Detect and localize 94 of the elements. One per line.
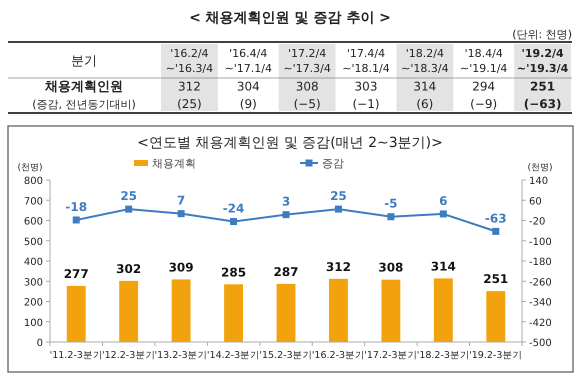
y-tick-label: 700 [24, 196, 43, 208]
y-tick-label: 800 [24, 176, 43, 187]
y2-tick-label: 140 [529, 176, 548, 187]
x-tick-label: '17.2-3분기 [364, 350, 418, 361]
data-label: -24 [222, 202, 244, 216]
y-axis-title: (천명) [17, 163, 43, 173]
bar [224, 284, 243, 342]
y-tick-label: 600 [24, 216, 43, 228]
point [125, 206, 132, 213]
data-label: 314 [413, 79, 436, 94]
y2-tick-label: -100 [529, 236, 552, 248]
x-tick-label: '11.2-3분기 [50, 350, 103, 361]
data-label: 312 [326, 260, 351, 274]
bar [276, 284, 296, 342]
point [492, 228, 500, 235]
data-label: -18 [65, 200, 88, 214]
point [230, 218, 238, 226]
y2-tick-label: 60 [529, 196, 542, 208]
bar [434, 278, 453, 342]
data-label: 285 [221, 265, 246, 280]
point [387, 213, 394, 220]
bar [329, 278, 348, 342]
data-label: (6) [416, 96, 434, 111]
bar [66, 286, 86, 342]
y-tick-label: 300 [24, 277, 43, 288]
data-label: (−5) [294, 96, 321, 111]
y2-tick-label: -340 [529, 298, 552, 308]
point [72, 216, 80, 224]
data-label: 287 [273, 264, 299, 279]
legend-label: 증감 [322, 157, 344, 170]
point [178, 210, 185, 218]
data-label: 7 [176, 194, 186, 208]
y-tick-label: 200 [24, 298, 43, 308]
data-label: 312 [178, 79, 201, 94]
point [440, 210, 447, 218]
x-tick-label: '19.2-3분기 [469, 350, 522, 361]
y-tick-label: 100 [24, 318, 43, 329]
x-tick-label: '12.2-3분기 [102, 350, 156, 361]
data-label: (9) [240, 96, 257, 111]
data-label: -5 [384, 196, 398, 211]
data-label: 308 [296, 79, 319, 94]
bar [381, 280, 400, 342]
category-label: '17.4/4 ~'18.1/4 [342, 47, 390, 75]
category-label: '19.2/4 ~'19.3/4 [516, 47, 569, 75]
data-label: 314 [430, 259, 456, 274]
text: 분기 [71, 54, 97, 69]
data-label: (25) [177, 96, 202, 111]
y2-tick-label: -500 [529, 338, 552, 349]
data-label: 3 [282, 194, 290, 209]
x-tick-label: '18.2-3분기 [416, 350, 470, 361]
legend-label: 채용계획 [152, 157, 196, 170]
x-tick-label: '13.2-3분기 [154, 350, 208, 361]
data-label: 251 [530, 79, 556, 94]
data-label: 302 [116, 262, 142, 276]
x-tick-label: '14.2-3분기 [206, 350, 260, 361]
bar [119, 280, 138, 342]
y2-tick-label: -260 [529, 277, 552, 288]
text: (증감, 전년동기대비) [32, 98, 136, 111]
data-label: 6 [439, 194, 448, 208]
category-label: '16.4/4 ~'17.1/4 [224, 47, 272, 75]
data-label: 251 [483, 272, 508, 286]
category-label: '17.2/4 ~'17.3/4 [283, 47, 331, 75]
data-label: 25 [330, 189, 347, 204]
text: < 채용계획인원 및 증감 추이 > [189, 10, 391, 26]
point [334, 206, 342, 213]
data-label: 309 [168, 260, 194, 274]
data-label: 304 [236, 79, 260, 94]
x-tick-label: '15.2-3분기 [259, 350, 313, 361]
data-label: -63 [484, 211, 507, 226]
data-label: 303 [354, 79, 378, 94]
data-label: 294 [472, 79, 496, 94]
category-label: '18.2/4 ~'18.3/4 [401, 47, 449, 75]
data-label: 308 [378, 260, 404, 275]
text: 채용계획인원 [44, 79, 123, 94]
x-tick-label: '16.2-3분기 [312, 350, 366, 361]
y2-axis-title: (천명) [527, 163, 553, 173]
data-label: 25 [120, 189, 138, 204]
data-label: (−9) [470, 96, 498, 111]
point [282, 211, 290, 218]
y2-tick-label: -20 [529, 216, 546, 228]
text: (단위: 천명) [512, 28, 572, 41]
y-tick-label: 0 [36, 338, 43, 349]
y-tick-label: 400 [24, 257, 43, 268]
data-label: 277 [64, 266, 89, 281]
category-label: '18.4/4 ~'19.1/4 [460, 47, 508, 75]
data-label: (−63) [524, 96, 562, 111]
y2-tick-label: -420 [529, 318, 552, 329]
chart-title: <연도별 채용계획인원 및 증감(매년 2~3분기)> [137, 135, 443, 151]
y2-tick-label: -180 [529, 257, 552, 268]
data-label: (−1) [352, 96, 380, 111]
y-tick-label: 500 [24, 236, 43, 248]
bar [486, 291, 506, 342]
category-label: '16.2/4 ~'16.3/4 [166, 47, 214, 75]
bar [172, 279, 191, 342]
